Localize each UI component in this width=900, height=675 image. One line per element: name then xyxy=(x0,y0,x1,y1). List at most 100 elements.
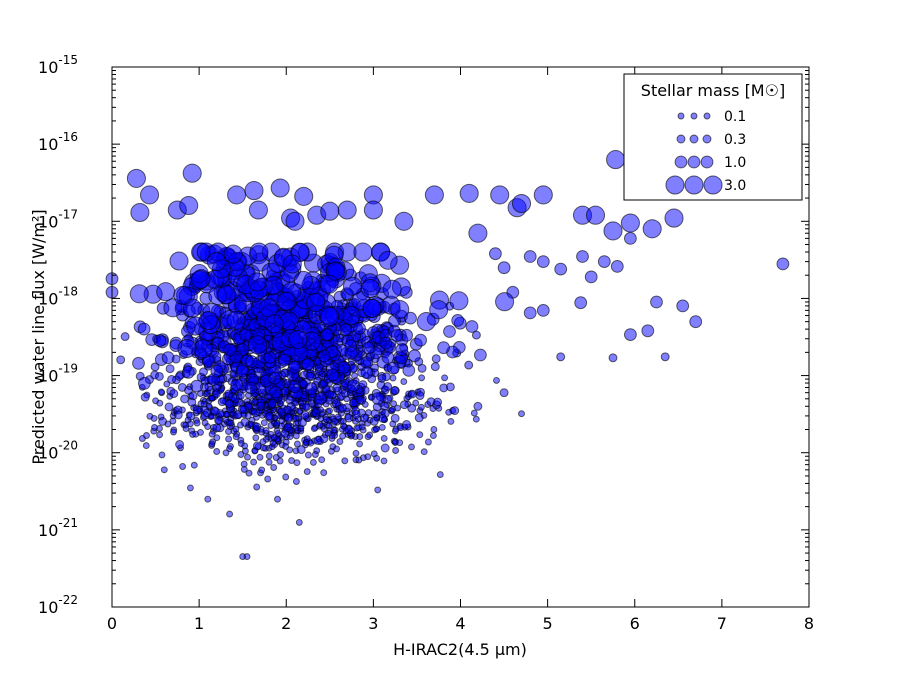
data-point xyxy=(244,412,252,420)
data-point xyxy=(252,441,262,451)
data-point xyxy=(345,346,358,360)
data-point xyxy=(353,321,366,335)
data-point xyxy=(576,250,589,263)
data-point xyxy=(344,425,354,435)
data-point xyxy=(360,366,374,380)
data-point xyxy=(232,425,240,433)
data-point xyxy=(447,417,455,425)
data-point xyxy=(533,185,553,205)
data-point xyxy=(380,443,390,453)
data-point xyxy=(262,427,270,434)
data-point xyxy=(337,200,357,220)
data-point xyxy=(235,364,249,378)
data-point xyxy=(210,364,224,378)
data-point xyxy=(223,343,237,357)
data-point xyxy=(182,163,202,183)
data-point xyxy=(158,451,166,459)
data-point xyxy=(173,410,183,420)
data-point xyxy=(293,270,313,290)
data-point xyxy=(239,328,252,342)
data-point xyxy=(430,426,438,433)
data-point xyxy=(226,310,246,330)
data-point xyxy=(320,201,340,221)
data-point xyxy=(179,463,187,470)
data-point xyxy=(390,413,400,423)
data-point xyxy=(151,424,158,431)
data-point xyxy=(465,320,479,333)
data-point xyxy=(256,401,266,411)
data-point xyxy=(325,422,333,430)
data-point xyxy=(339,323,353,337)
data-point xyxy=(391,427,399,435)
data-point xyxy=(129,284,149,304)
data-point xyxy=(270,464,278,471)
data-point xyxy=(464,360,474,370)
data-point xyxy=(193,419,201,427)
data-point xyxy=(314,392,327,405)
data-point xyxy=(414,333,428,347)
data-point xyxy=(217,285,237,305)
data-point xyxy=(620,213,640,233)
data-point xyxy=(332,383,342,393)
data-point xyxy=(396,439,404,447)
data-point xyxy=(264,314,284,334)
data-point xyxy=(173,285,193,305)
data-point xyxy=(186,484,194,492)
data-point xyxy=(253,483,261,491)
x-tick-label: 7 xyxy=(717,614,727,633)
data-point xyxy=(523,306,537,320)
data-point xyxy=(472,415,480,423)
data-point xyxy=(156,282,176,302)
data-point xyxy=(451,314,465,327)
data-point xyxy=(199,367,208,377)
y-tick-label: 10-22 xyxy=(38,593,78,617)
data-point xyxy=(490,185,510,205)
data-point xyxy=(379,336,393,350)
data-point xyxy=(309,458,317,466)
data-point xyxy=(371,392,385,405)
data-point xyxy=(301,358,315,372)
data-point xyxy=(412,399,420,407)
data-point xyxy=(330,426,338,434)
data-point xyxy=(137,322,151,336)
data-point xyxy=(252,422,262,432)
data-point xyxy=(597,255,611,269)
data-point xyxy=(325,389,335,399)
data-point xyxy=(417,363,427,373)
data-point xyxy=(624,328,637,342)
data-point xyxy=(437,341,451,355)
data-point xyxy=(389,374,397,382)
data-point xyxy=(292,478,300,485)
data-point xyxy=(150,362,160,372)
data-point xyxy=(339,432,347,440)
data-point xyxy=(449,291,469,311)
data-point xyxy=(292,432,300,440)
y-axis-ticks: 10-22 10-21 10-20 10-19 10-18 10-17 10-16 10-15 xyxy=(38,53,809,617)
data-point xyxy=(260,419,268,427)
data-point xyxy=(284,413,294,423)
data-point xyxy=(167,375,177,384)
data-point xyxy=(416,431,424,439)
data-point xyxy=(495,292,515,312)
data-point xyxy=(269,385,282,399)
data-point xyxy=(497,261,511,275)
data-point xyxy=(402,364,416,377)
legend-label: 0.3 xyxy=(724,132,746,148)
data-point xyxy=(245,355,258,368)
data-point xyxy=(610,260,624,273)
data-point xyxy=(523,250,537,263)
legend-marker xyxy=(689,134,699,144)
legend-label: 3.0 xyxy=(724,178,746,194)
data-point xyxy=(310,425,318,433)
data-point xyxy=(416,312,436,332)
data-point xyxy=(450,406,460,416)
data-point xyxy=(429,300,449,320)
data-point xyxy=(130,202,150,223)
data-point xyxy=(140,392,150,402)
data-point xyxy=(132,356,145,370)
data-point xyxy=(211,389,221,399)
data-point xyxy=(333,445,341,453)
data-point xyxy=(318,456,326,464)
data-point xyxy=(189,430,197,438)
data-point xyxy=(208,440,216,448)
